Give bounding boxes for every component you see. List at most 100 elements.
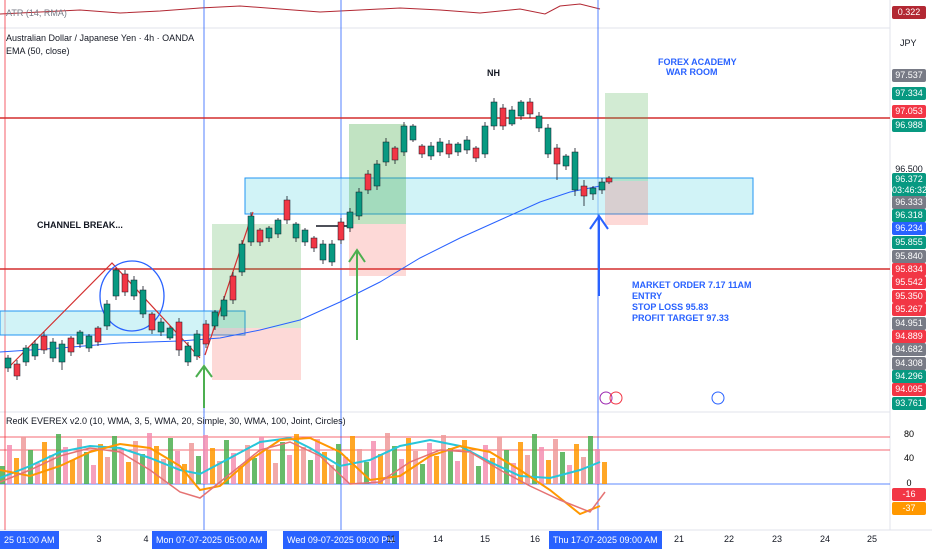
- osc-bar: [245, 445, 250, 484]
- candle-body: [247, 215, 255, 243]
- osc-bar: [532, 434, 537, 484]
- osc-scale-neg16: -16: [892, 488, 926, 501]
- candle-body: [391, 147, 399, 161]
- candle-body: [94, 327, 102, 343]
- x-tick-4: 4: [143, 534, 149, 544]
- event-icon-1[interactable]: [599, 391, 613, 405]
- candle-body: [562, 155, 570, 167]
- osc-bar: [357, 449, 362, 484]
- candle-body: [40, 335, 48, 351]
- osc-bar: [602, 462, 607, 484]
- order-note-3: STOP LOSS 95.83: [632, 302, 709, 312]
- osc-bar: [77, 439, 82, 484]
- price-tag: 95.542: [892, 276, 926, 289]
- osc-bar: [259, 437, 264, 484]
- candle-body: [598, 181, 606, 191]
- candle-body: [229, 275, 237, 301]
- ema-label[interactable]: EMA (50, close): [6, 46, 70, 56]
- osc-bar: [588, 436, 593, 484]
- osc-bar: [490, 458, 495, 484]
- osc-bar: [175, 451, 180, 484]
- osc-label[interactable]: RedK EVEREX v2.0 (10, WMA, 3, 5, WMA, 20…: [6, 416, 346, 426]
- candle-body: [364, 173, 372, 191]
- osc-bar: [133, 441, 138, 484]
- osc-bar: [0, 466, 5, 484]
- osc-bar: [161, 459, 166, 484]
- long-stop-3[interactable]: [605, 181, 648, 225]
- price-tag: 94.308: [892, 357, 926, 370]
- long-stop-2[interactable]: [349, 224, 406, 276]
- x-tick-15: 15: [479, 534, 491, 544]
- osc-bar: [350, 436, 355, 484]
- osc-bar: [322, 452, 327, 484]
- candle-body: [274, 219, 282, 235]
- candle-body: [22, 347, 30, 363]
- candle-body: [571, 151, 579, 191]
- x-tick-14: 14: [432, 534, 444, 544]
- price-tag: 96.372: [892, 173, 926, 186]
- osc-bar: [112, 436, 117, 484]
- candle-body: [409, 125, 417, 141]
- long-stop-1[interactable]: [212, 328, 301, 380]
- candles-group: [4, 98, 613, 380]
- candle-body: [337, 221, 345, 241]
- support-zone[interactable]: [244, 177, 754, 215]
- candle-body: [130, 279, 138, 297]
- price-tag: 95.350: [892, 290, 926, 303]
- ema-line: [0, 185, 601, 353]
- candle-body: [103, 303, 111, 327]
- osc-bar: [469, 453, 474, 484]
- osc-bar: [448, 448, 453, 484]
- osc-bar: [105, 457, 110, 484]
- breakout-line: [204, 211, 254, 356]
- candle-body: [535, 115, 543, 129]
- osc-bar: [154, 446, 159, 484]
- candle-body: [400, 125, 408, 153]
- green-arrow-1: [195, 364, 213, 408]
- osc-bar: [483, 445, 488, 484]
- order-note-4: PROFIT TARGET 97.33: [632, 313, 729, 323]
- osc-bar: [196, 456, 201, 484]
- osc-bars: [0, 433, 607, 484]
- candle-body: [220, 299, 228, 317]
- osc-bar: [308, 460, 313, 484]
- x-tick-11: 11: [386, 534, 396, 544]
- symbol-title[interactable]: Australian Dollar / Japanese Yen · 4h · …: [6, 33, 195, 43]
- osc-bar: [504, 450, 509, 484]
- osc-bar: [392, 446, 397, 484]
- event-icon-2[interactable]: [609, 391, 623, 405]
- osc-bar: [91, 465, 96, 484]
- candle-body: [544, 127, 552, 155]
- osc-scale-0: 0: [906, 478, 912, 488]
- candle-body: [211, 311, 219, 327]
- osc-bar: [364, 462, 369, 484]
- osc-bar: [98, 444, 103, 484]
- osc-bar: [413, 451, 418, 484]
- candle-body: [238, 243, 246, 273]
- osc-bar: [189, 443, 194, 484]
- price-tag: 03:46:32: [892, 184, 928, 197]
- osc-bar: [238, 466, 243, 484]
- candle-body: [193, 333, 201, 357]
- candle-body: [49, 341, 57, 359]
- time-highlight-start: 25 01:00 AM: [0, 531, 59, 549]
- currency-label[interactable]: JPY: [900, 38, 917, 48]
- osc-bar: [546, 460, 551, 484]
- candle-body: [382, 141, 390, 163]
- osc-scale-80: 80: [903, 429, 914, 439]
- candle-body: [499, 107, 507, 127]
- osc-bar: [280, 442, 285, 484]
- osc-bar: [539, 447, 544, 484]
- osc-bar: [343, 457, 348, 484]
- x-tick-21: 21: [673, 534, 685, 544]
- event-icon-3[interactable]: [711, 391, 725, 405]
- candle-body: [445, 143, 453, 155]
- osc-scale-40: 40: [903, 453, 914, 463]
- candle-body: [202, 323, 210, 345]
- price-tag: 97.537: [892, 69, 926, 82]
- candle-body: [463, 139, 471, 151]
- osc-bar: [21, 437, 26, 484]
- long-target-3[interactable]: [605, 93, 648, 181]
- osc-bar: [455, 461, 460, 484]
